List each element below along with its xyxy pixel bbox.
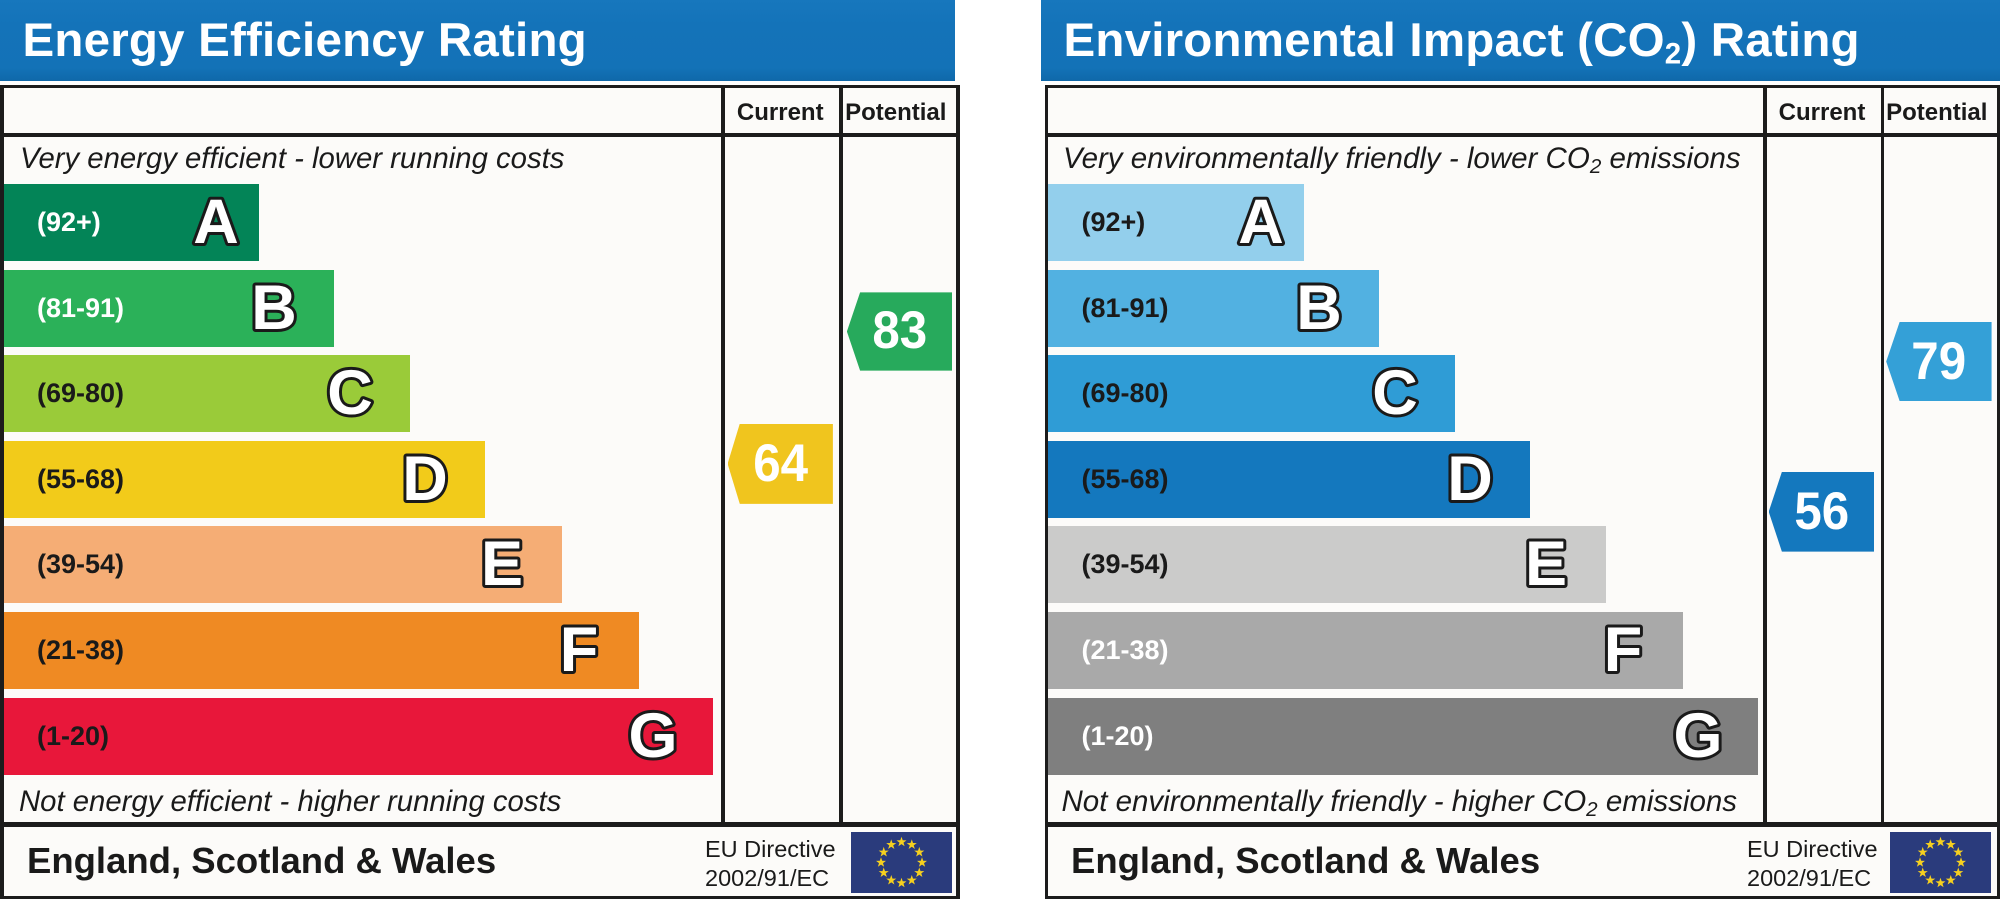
svg-text:F: F [559,615,597,685]
svg-text:E: E [1525,529,1567,599]
svg-text:A: A [193,187,239,257]
svg-text:G: G [628,701,677,771]
svg-text:B: B [251,273,297,343]
svg-text:D: D [402,444,448,514]
svg-text:C: C [327,358,373,428]
svg-text:G: G [1673,701,1722,771]
svg-text:B: B [1296,273,1342,343]
svg-text:E: E [480,529,522,599]
svg-text:F: F [1604,615,1642,685]
svg-text:D: D [1447,444,1493,514]
svg-text:A: A [1238,187,1284,257]
svg-text:C: C [1372,358,1418,428]
